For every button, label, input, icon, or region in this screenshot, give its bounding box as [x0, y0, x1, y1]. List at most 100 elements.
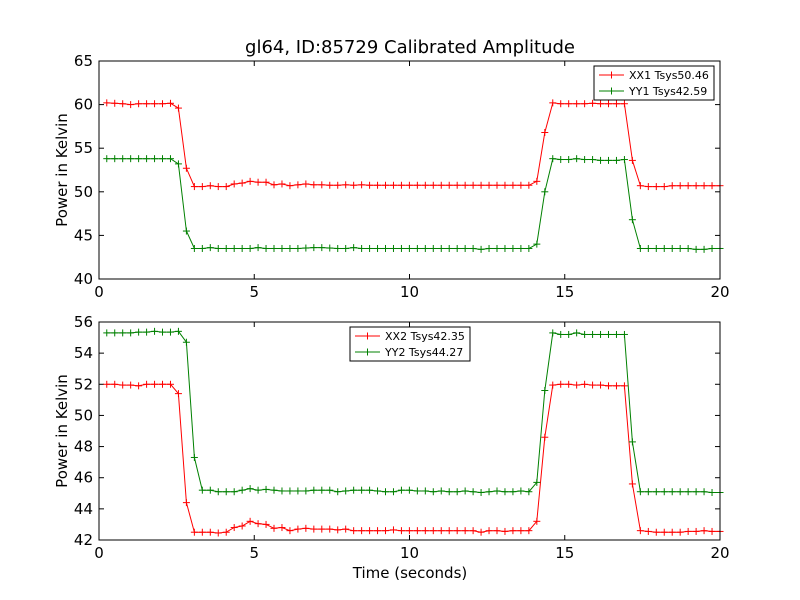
data-point: [461, 487, 469, 495]
data-point: [421, 487, 429, 495]
data-point: [302, 524, 310, 532]
data-point: [270, 524, 278, 532]
data-point: [159, 100, 167, 108]
data-point: [684, 244, 692, 252]
data-point: [509, 244, 517, 252]
data-point: [644, 488, 652, 496]
data-point: [174, 160, 182, 168]
data-point: [652, 528, 660, 536]
data-point: [214, 488, 222, 496]
legend-label: YY1 Tsys42.59: [628, 85, 707, 98]
data-point: [151, 380, 159, 388]
data-point: [461, 244, 469, 252]
data-point: [127, 329, 135, 337]
data-point: [684, 182, 692, 190]
data-point: [517, 527, 525, 535]
y-tick-label: 42: [74, 531, 93, 549]
data-point: [174, 104, 182, 112]
data-point: [485, 527, 493, 535]
data-point: [198, 528, 206, 536]
data-point: [533, 517, 541, 525]
data-point: [605, 382, 613, 390]
data-point: [358, 486, 366, 494]
data-point: [429, 488, 437, 496]
y-tick-label: 52: [74, 375, 93, 393]
data-point: [238, 486, 246, 494]
data-point: [262, 178, 270, 186]
data-point: [501, 527, 509, 535]
data-point: [214, 183, 222, 191]
y-tick-label: 56: [74, 313, 93, 331]
data-point: [708, 182, 716, 190]
data-point: [103, 99, 111, 107]
data-point: [374, 181, 382, 189]
data-point: [692, 182, 700, 190]
data-point: [119, 381, 127, 389]
data-point: [182, 227, 190, 235]
data-point: [581, 330, 589, 338]
x-tick-label: 5: [249, 283, 259, 301]
data-point: [541, 129, 549, 137]
data-point: [501, 488, 509, 496]
data-point: [389, 526, 397, 534]
data-point: [143, 155, 151, 163]
data-point: [166, 380, 174, 388]
data-point: [597, 381, 605, 389]
data-point: [477, 181, 485, 189]
data-point: [445, 488, 453, 496]
data-point: [350, 244, 358, 252]
data-point: [270, 181, 278, 189]
data-point: [573, 155, 581, 163]
y-axis-label: Power in Kelvin: [53, 374, 71, 488]
data-point: [565, 156, 573, 164]
data-point: [533, 240, 541, 248]
data-point: [246, 517, 254, 525]
data-point: [421, 181, 429, 189]
data-point: [358, 527, 366, 535]
data-point: [525, 181, 533, 189]
data-point: [374, 244, 382, 252]
data-point: [382, 488, 390, 496]
data-point: [342, 244, 350, 252]
data-point: [517, 244, 525, 252]
plot-frame: [98, 60, 721, 280]
data-point: [286, 487, 294, 495]
x-axis-label: Time (seconds): [352, 564, 468, 582]
data-point: [397, 244, 405, 252]
data-point: [453, 244, 461, 252]
data-point: [246, 177, 254, 185]
data-point: [366, 181, 374, 189]
data-point: [198, 183, 206, 191]
data-point: [445, 244, 453, 252]
data-point: [366, 527, 374, 535]
data-point: [310, 486, 318, 494]
y-tick-label: 48: [74, 438, 93, 456]
data-point: [190, 244, 198, 252]
data-point: [222, 183, 230, 191]
data-point: [636, 182, 644, 190]
data-point: [421, 527, 429, 535]
data-point: [405, 181, 413, 189]
legend: XX1 Tsys50.46 YY1 Tsys42.59: [593, 65, 715, 101]
data-point: [517, 487, 525, 495]
data-point: [270, 486, 278, 494]
data-point: [565, 380, 573, 388]
data-point: [119, 100, 127, 108]
data-point: [589, 381, 597, 389]
data-point: [286, 244, 294, 252]
top-panel: 0 5 10 15 20 40 45 50 55 60 65 Power in Kelvin XX1 T…: [53, 52, 730, 301]
data-point: [374, 527, 382, 535]
data-point: [214, 244, 222, 252]
data-point: [302, 180, 310, 188]
data-point: [541, 433, 549, 441]
x-tick-label: 15: [555, 283, 574, 301]
data-point: [206, 528, 214, 536]
data-point: [166, 99, 174, 107]
data-point: [302, 244, 310, 252]
data-point: [334, 181, 342, 189]
data-point: [493, 527, 501, 535]
data-point: [166, 155, 174, 163]
data-point: [326, 244, 334, 252]
data-point: [310, 181, 318, 189]
